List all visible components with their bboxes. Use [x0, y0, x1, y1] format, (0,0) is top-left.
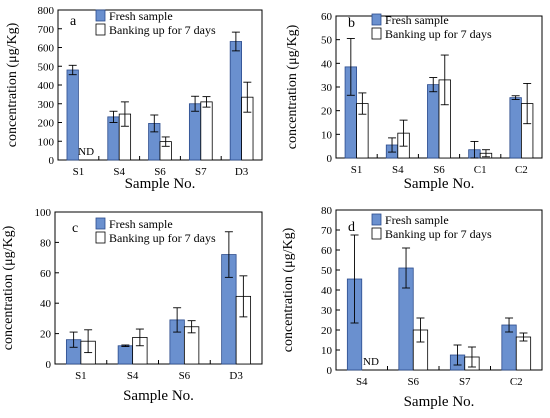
y-tick-label: 20	[40, 329, 52, 341]
bar-banking	[200, 101, 213, 161]
y-tick-label: 100	[38, 136, 55, 148]
legend-label: Fresh sample	[385, 13, 449, 27]
x-tick-label: D3	[229, 370, 243, 382]
legend-swatch-fresh	[371, 13, 382, 26]
x-tick-label: S1	[351, 164, 363, 176]
y-tick-label: 40	[321, 58, 333, 70]
y-axis-label: concentration (μg/Kg)	[1, 225, 16, 350]
y-tick-label: 500	[38, 61, 55, 73]
bar-fresh	[229, 41, 242, 161]
x-tick-label: D3	[235, 166, 249, 178]
bar-fresh	[66, 69, 79, 161]
y-tick-label: 70	[321, 225, 333, 237]
y-tick-label: 0	[46, 359, 52, 371]
x-tick-label: S4	[392, 164, 404, 176]
y-tick-label: 50	[321, 265, 333, 277]
legend-label: Fresh sample	[109, 9, 173, 23]
nd-annotation: ND	[78, 146, 94, 158]
y-tick-label: 10	[321, 129, 333, 141]
x-tick-label: S7	[195, 166, 207, 178]
y-tick-label: 0	[327, 153, 333, 165]
y-tick-label: 200	[38, 118, 55, 130]
chart-panel-d: 0 10 20 30 40 50 60 70 80 S4 S6 S7 C2 ND d Fresh sample…	[281, 205, 543, 410]
y-axis-label: concentration (μg/Kg)	[285, 24, 300, 149]
y-tick-label: 60	[321, 245, 333, 257]
y-tick-label: 20	[321, 106, 333, 118]
bar-fresh	[188, 103, 202, 161]
nd-annotation: ND	[363, 356, 379, 368]
y-tick-label: 30	[321, 305, 333, 317]
y-tick-label: 40	[321, 285, 333, 297]
x-axis-label: Sample No.	[404, 394, 475, 410]
x-tick-label: C2	[510, 376, 523, 388]
legend-swatch-fresh	[95, 217, 106, 230]
x-tick-label: S7	[459, 376, 471, 388]
legend-swatch-fresh	[95, 9, 106, 22]
y-tick-label: 60	[321, 11, 333, 23]
panel-letter: d	[348, 220, 355, 235]
x-axis-label: Sample No.	[123, 388, 194, 404]
legend-label: Fresh sample	[385, 213, 449, 227]
y-axis-label: concentration (μg/Kg)	[281, 227, 296, 352]
panel-letter: a	[70, 14, 77, 29]
x-tick-label: S6	[407, 376, 419, 388]
y-tick-label: 300	[38, 99, 55, 111]
panel-letter: b	[348, 16, 355, 31]
legend-swatch-banking	[371, 27, 382, 40]
y-tick-label: 600	[38, 43, 55, 55]
x-tick-label: S6	[179, 370, 191, 382]
x-axis-label: Sample No.	[404, 176, 475, 192]
legend-label: Banking up for 7 days	[109, 23, 216, 37]
legend-swatch-fresh	[371, 213, 382, 226]
x-tick-label: C2	[515, 164, 528, 176]
y-tick-label: 50	[321, 35, 333, 47]
x-tick-label: S6	[433, 164, 445, 176]
y-tick-label: 80	[40, 237, 52, 249]
y-tick-label: 30	[321, 82, 333, 94]
y-tick-label: 60	[40, 268, 52, 280]
bar-banking	[515, 336, 532, 371]
chart-panel-a: 0 100 200 300 400 500 600 700 800 S1 S4 S6 S7 D3 ND a Fr…	[5, 5, 263, 192]
y-tick-label: 100	[35, 207, 52, 219]
chart-panel-c: 0 20 40 60 80 100 S1 S4 S6 D3 c Fresh sampleBanking…	[1, 207, 263, 404]
legend-label: Banking up for 7 days	[385, 27, 492, 41]
y-tick-label: 40	[40, 298, 52, 310]
y-axis-label: concentration (μg/Kg)	[5, 22, 20, 147]
bar-fresh	[427, 84, 440, 159]
bar-fresh	[509, 97, 522, 159]
y-tick-label: 20	[321, 325, 333, 337]
x-tick-label: S4	[113, 166, 125, 178]
y-tick-label: 0	[49, 155, 55, 167]
legend-swatch-banking	[95, 231, 106, 244]
x-tick-label: S1	[75, 370, 87, 382]
x-tick-label: S1	[73, 166, 85, 178]
legend-swatch-banking	[371, 227, 382, 240]
legend-label: Banking up for 7 days	[109, 231, 216, 245]
panel-letter: c	[72, 221, 78, 236]
y-tick-label: 400	[38, 80, 55, 92]
y-tick-label: 800	[38, 5, 55, 17]
x-tick-label: C1	[474, 164, 487, 176]
y-tick-label: 80	[321, 205, 333, 217]
bar-fresh	[117, 345, 134, 365]
y-tick-label: 10	[321, 345, 333, 357]
x-tick-label: S6	[154, 166, 166, 178]
bar-fresh	[107, 116, 120, 161]
y-tick-label: 0	[327, 365, 333, 377]
x-tick-label: S4	[356, 376, 368, 388]
x-axis-label: Sample No.	[125, 176, 196, 192]
legend-label: Banking up for 7 days	[385, 227, 492, 241]
legend-swatch-banking	[95, 23, 106, 36]
y-tick-label: 700	[38, 24, 55, 36]
x-tick-label: S4	[127, 370, 139, 382]
chart-panel-b: 0 10 20 30 40 50 60 S1 S4 S6 C1 C2 b Fresh sampleBank…	[285, 11, 543, 192]
legend-label: Fresh sample	[109, 217, 173, 231]
